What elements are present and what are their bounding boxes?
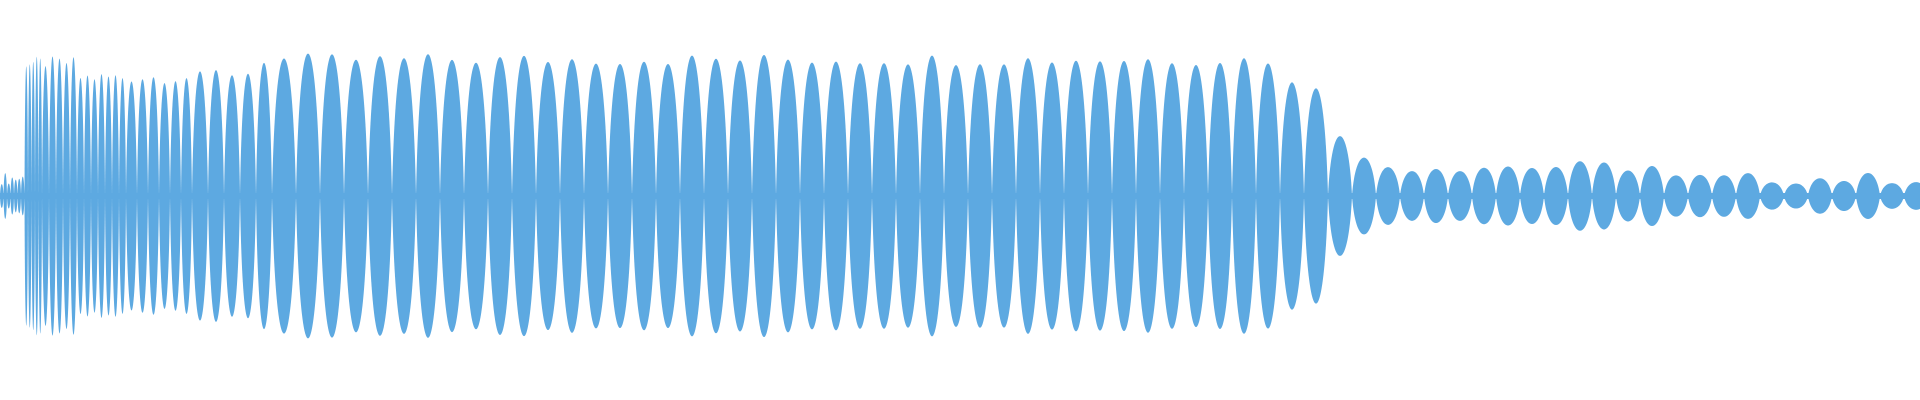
- waveform-baseline: [0, 193, 1920, 199]
- waveform-group: [0, 53, 1920, 339]
